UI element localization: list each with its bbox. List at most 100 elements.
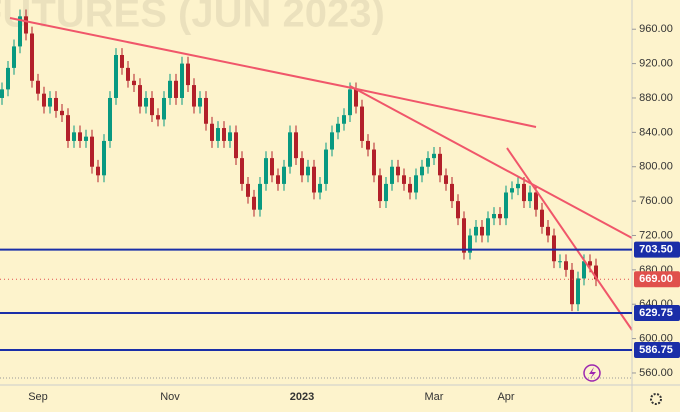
- candle-body: [84, 136, 88, 141]
- candle-body: [288, 132, 292, 167]
- x-tick-label: Mar: [425, 391, 444, 403]
- candle-body: [588, 261, 592, 266]
- candle-body: [174, 80, 178, 98]
- candle-body: [168, 80, 172, 98]
- candle-body: [192, 85, 196, 107]
- candle-body: [234, 132, 238, 159]
- candle-body: [228, 132, 232, 141]
- candle-body: [156, 115, 160, 120]
- candle-body: [312, 166, 316, 193]
- candle-body: [306, 166, 310, 176]
- level-label-box: [634, 305, 680, 322]
- watermark: FUTURES (JUN 2023): [0, 0, 385, 36]
- candle-body: [120, 55, 124, 68]
- candle-body: [270, 158, 274, 176]
- y-tick-label: 560.00: [639, 367, 673, 379]
- trendline: [9, 17, 353, 89]
- y-tick-label: 920.00: [639, 58, 673, 70]
- candle-body: [276, 175, 280, 184]
- candle-body: [582, 261, 586, 279]
- level-label-box: [634, 241, 680, 258]
- alert-icon-bolt: [589, 367, 596, 379]
- level-label: 629.75: [639, 307, 673, 319]
- candle-body: [0, 89, 4, 98]
- trendline: [351, 87, 537, 128]
- candle-body: [390, 166, 394, 184]
- candle-body: [198, 97, 202, 107]
- candle-body: [18, 16, 22, 47]
- candle-body: [540, 209, 544, 227]
- candle-body: [102, 140, 106, 176]
- candle-body: [420, 166, 424, 176]
- candle-body: [138, 85, 142, 107]
- last-price-box: [634, 271, 680, 288]
- y-tick-label: 800.00: [639, 161, 673, 173]
- candle-body: [72, 132, 76, 141]
- candle-body: [432, 153, 436, 159]
- candle-body: [300, 158, 304, 176]
- level-label: 586.75: [639, 344, 673, 356]
- candle-body: [354, 89, 358, 107]
- candle-body: [378, 175, 382, 202]
- candle-body: [264, 158, 268, 184]
- candle-body: [12, 46, 16, 68]
- candle-body: [150, 97, 154, 116]
- candle-body: [48, 97, 52, 107]
- candle-body: [570, 269, 574, 305]
- candle-body: [324, 149, 328, 184]
- trendline: [349, 85, 633, 239]
- candle-body: [486, 218, 490, 236]
- candle-body: [252, 196, 256, 210]
- candle-body: [546, 226, 550, 236]
- candle-body: [408, 183, 412, 193]
- level-label: 703.50: [639, 244, 673, 256]
- candle-body: [132, 80, 136, 86]
- candle-body: [498, 213, 502, 219]
- candle-body: [342, 115, 346, 124]
- x-tick-label: Sep: [28, 391, 48, 403]
- candle-body: [216, 128, 220, 141]
- candle-body: [528, 192, 532, 202]
- candle-body: [480, 226, 484, 236]
- candle-body: [468, 235, 472, 253]
- candle-body: [516, 183, 520, 189]
- x-tick-label: Apr: [497, 391, 514, 403]
- candle-body: [594, 265, 598, 280]
- candle-body: [384, 183, 388, 202]
- last-price-label: 669.00: [639, 273, 673, 285]
- settings-icon[interactable]: [650, 393, 662, 405]
- candle-body: [462, 218, 466, 253]
- candle-body: [534, 192, 538, 210]
- candle-body: [282, 166, 286, 184]
- x-tick-label: Nov: [160, 391, 180, 403]
- candle-body: [126, 67, 130, 81]
- candle-body: [78, 132, 82, 141]
- candle-body: [222, 128, 226, 141]
- y-tick-label: 720.00: [639, 229, 673, 241]
- candle-body: [246, 183, 250, 197]
- candle-body: [66, 115, 70, 141]
- candle-body: [564, 261, 568, 270]
- candle-body: [576, 278, 580, 305]
- candle-body: [372, 149, 376, 176]
- candle-body: [180, 63, 184, 98]
- candle-body: [336, 123, 340, 133]
- candle-body: [24, 16, 28, 34]
- candle-body: [456, 201, 460, 219]
- candle-body: [108, 97, 112, 141]
- candle-body: [210, 123, 214, 141]
- candle-body: [258, 183, 262, 210]
- y-tick-label: 840.00: [639, 126, 673, 138]
- level-label-box: [634, 341, 680, 358]
- alert-icon[interactable]: [583, 364, 601, 382]
- y-tick-label: 880.00: [639, 92, 673, 104]
- candle-body: [60, 110, 64, 116]
- candle-body: [474, 226, 478, 236]
- candle-body: [318, 183, 322, 193]
- candle-body: [90, 136, 94, 167]
- y-tick-label: 600.00: [639, 333, 673, 345]
- candle-body: [54, 97, 58, 111]
- candle-body: [492, 213, 496, 219]
- candle-body: [450, 183, 454, 202]
- candle-body: [204, 97, 208, 124]
